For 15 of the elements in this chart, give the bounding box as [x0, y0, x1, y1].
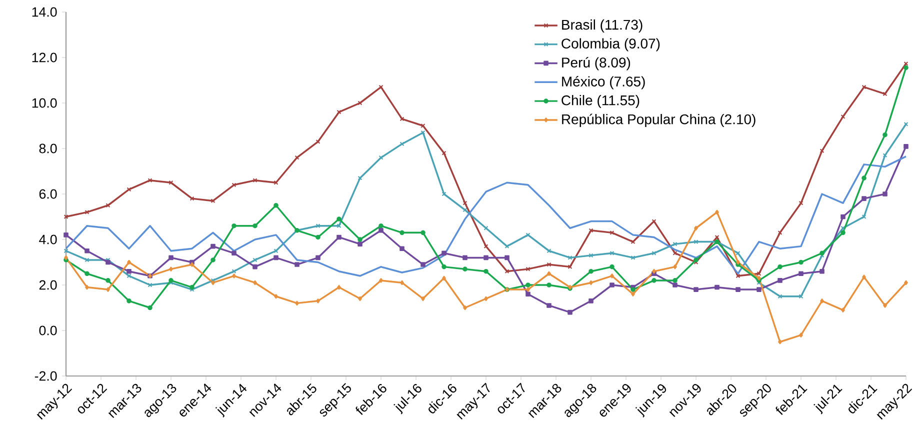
y-tick-label: 14.0: [32, 7, 57, 17]
y-tick-label: 2.0: [39, 280, 57, 290]
y-tick-label: 4.0: [39, 234, 57, 244]
y-tick-label: 0.0: [39, 326, 57, 336]
y-tick-label: 6.0: [39, 189, 57, 199]
legend-label: República Popular China (2.10): [562, 114, 756, 128]
legend-label: Brasil (11.73): [562, 19, 642, 32]
y-tick-label: 10.0: [32, 98, 57, 108]
y-tick-label: 8.0: [39, 144, 57, 154]
y-tick-label: 12.0: [32, 52, 57, 62]
y-tick-label: -2.0: [34, 371, 57, 381]
legend-label: Colombia (9.07): [562, 38, 660, 52]
legend-label: Perú (8.09): [562, 57, 630, 70]
legend-label: Chile (11.55): [562, 95, 640, 108]
legend-label: México (7.65): [562, 76, 645, 90]
